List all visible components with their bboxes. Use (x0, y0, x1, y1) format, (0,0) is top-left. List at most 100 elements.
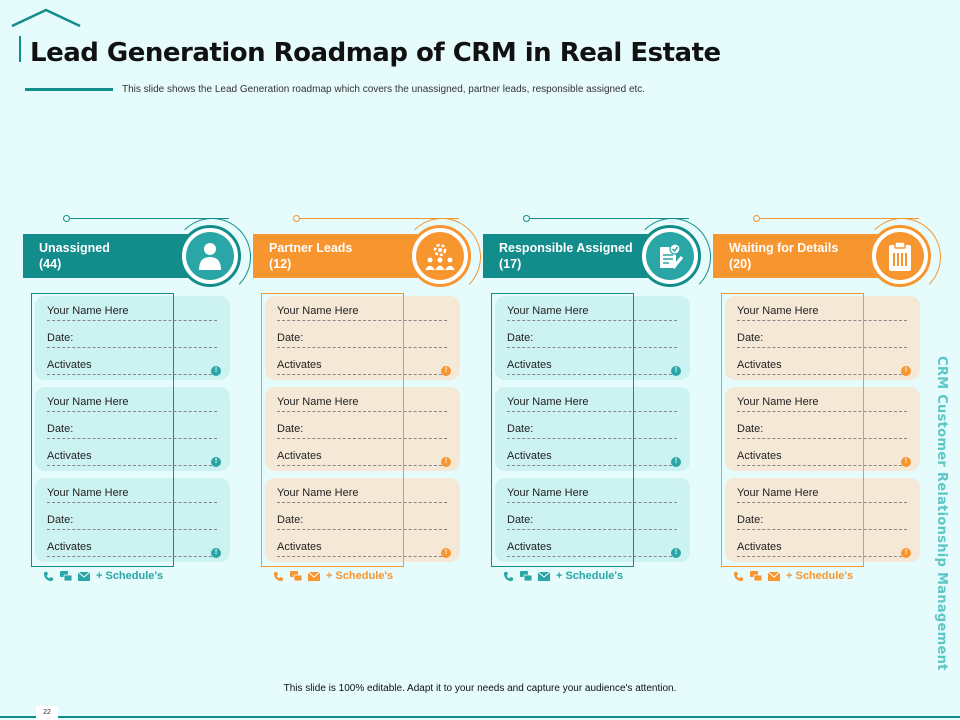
column-icon-circle (869, 225, 931, 287)
lead-date[interactable]: Date: (507, 423, 677, 439)
chat-icon[interactable] (290, 570, 302, 582)
info-badge-icon[interactable]: ! (901, 457, 911, 467)
column-title: Waiting for Details (729, 241, 839, 255)
lead-card[interactable]: Your Name Here Date: Activates ! (35, 387, 230, 471)
column-title: Partner Leads (269, 241, 353, 255)
mail-icon[interactable] (768, 571, 780, 581)
lead-date[interactable]: Date: (47, 423, 217, 439)
lead-date[interactable]: Date: (737, 514, 907, 530)
column-outline (721, 293, 864, 567)
info-badge-icon[interactable]: ! (671, 457, 681, 467)
lead-card[interactable]: Your Name Here Date: Activates ! (725, 478, 920, 562)
info-badge-icon[interactable]: ! (211, 457, 221, 467)
lead-card[interactable]: Your Name Here Date: Activates ! (265, 478, 460, 562)
schedule-row: + Schedule's (43, 570, 163, 582)
info-badge-icon[interactable]: ! (211, 366, 221, 376)
lead-name[interactable]: Your Name Here (47, 305, 217, 321)
lead-column: Unassigned (44) Your Name Here Date: Act… (23, 215, 253, 595)
mail-icon[interactable] (78, 571, 90, 581)
phone-icon[interactable] (273, 571, 284, 582)
connector-line (69, 218, 229, 219)
lead-name[interactable]: Your Name Here (507, 305, 677, 321)
column-count: (12) (269, 257, 292, 271)
info-badge-icon[interactable]: ! (441, 366, 451, 376)
page-title: Lead Generation Roadmap of CRM in Real E… (30, 38, 721, 68)
page-number: 22 (36, 706, 58, 720)
connector-arc (863, 218, 941, 296)
phone-icon[interactable] (503, 571, 514, 582)
lead-name[interactable]: Your Name Here (277, 487, 447, 503)
lead-name[interactable]: Your Name Here (507, 396, 677, 412)
info-badge-icon[interactable]: ! (211, 548, 221, 558)
lead-activates[interactable]: Activates (47, 359, 217, 375)
column-title: Responsible Assigned (499, 241, 633, 255)
lead-activates[interactable]: Activates (737, 359, 907, 375)
schedule-link[interactable]: + Schedule's (786, 570, 854, 582)
lead-activates[interactable]: Activates (277, 450, 447, 466)
info-badge-icon[interactable]: ! (671, 366, 681, 376)
lead-card[interactable]: Your Name Here Date: Activates ! (495, 387, 690, 471)
schedule-row: + Schedule's (733, 570, 853, 582)
title-underline (25, 88, 113, 91)
lead-activates[interactable]: Activates (277, 359, 447, 375)
lead-card[interactable]: Your Name Here Date: Activates ! (725, 296, 920, 380)
lead-card[interactable]: Your Name Here Date: Activates ! (495, 296, 690, 380)
column-icon-circle (179, 225, 241, 287)
chat-icon[interactable] (520, 570, 532, 582)
lead-date[interactable]: Date: (507, 514, 677, 530)
info-badge-icon[interactable]: ! (441, 457, 451, 467)
lead-activates[interactable]: Activates (277, 541, 447, 557)
lead-activates[interactable]: Activates (47, 541, 217, 557)
lead-date[interactable]: Date: (737, 423, 907, 439)
lead-activates[interactable]: Activates (737, 450, 907, 466)
column-count: (17) (499, 257, 522, 271)
info-badge-icon[interactable]: ! (901, 366, 911, 376)
mail-icon[interactable] (308, 571, 320, 581)
lead-name[interactable]: Your Name Here (277, 396, 447, 412)
footer-line (0, 716, 960, 718)
schedule-row: + Schedule's (503, 570, 623, 582)
connector-line (299, 218, 459, 219)
lead-name[interactable]: Your Name Here (277, 305, 447, 321)
lead-activates[interactable]: Activates (507, 541, 677, 557)
lead-card[interactable]: Your Name Here Date: Activates ! (265, 296, 460, 380)
lead-card[interactable]: Your Name Here Date: Activates ! (265, 387, 460, 471)
house-logo-icon (11, 8, 81, 62)
lead-name[interactable]: Your Name Here (737, 487, 907, 503)
lead-card[interactable]: Your Name Here Date: Activates ! (495, 478, 690, 562)
lead-activates[interactable]: Activates (737, 541, 907, 557)
lead-date[interactable]: Date: (277, 332, 447, 348)
chat-icon[interactable] (60, 570, 72, 582)
lead-activates[interactable]: Activates (507, 359, 677, 375)
phone-icon[interactable] (43, 571, 54, 582)
lead-date[interactable]: Date: (737, 332, 907, 348)
connector-arc (633, 218, 711, 296)
phone-icon[interactable] (733, 571, 744, 582)
lead-card[interactable]: Your Name Here Date: Activates ! (725, 387, 920, 471)
lead-date[interactable]: Date: (507, 332, 677, 348)
lead-date[interactable]: Date: (47, 514, 217, 530)
lead-name[interactable]: Your Name Here (737, 396, 907, 412)
schedule-link[interactable]: + Schedule's (96, 570, 164, 582)
info-badge-icon[interactable]: ! (901, 548, 911, 558)
lead-name[interactable]: Your Name Here (507, 487, 677, 503)
chat-icon[interactable] (750, 570, 762, 582)
lead-name[interactable]: Your Name Here (737, 305, 907, 321)
document-check-icon (646, 232, 694, 280)
schedule-link[interactable]: + Schedule's (556, 570, 624, 582)
lead-name[interactable]: Your Name Here (47, 396, 217, 412)
lead-date[interactable]: Date: (277, 423, 447, 439)
lead-activates[interactable]: Activates (47, 450, 217, 466)
lead-card[interactable]: Your Name Here Date: Activates ! (35, 296, 230, 380)
lead-card[interactable]: Your Name Here Date: Activates ! (35, 478, 230, 562)
lead-date[interactable]: Date: (277, 514, 447, 530)
lead-date[interactable]: Date: (47, 332, 217, 348)
lead-column: Partner Leads (12) Your Name Here Date: … (253, 215, 483, 595)
lead-activates[interactable]: Activates (507, 450, 677, 466)
mail-icon[interactable] (538, 571, 550, 581)
schedule-link[interactable]: + Schedule's (326, 570, 394, 582)
schedule-row: + Schedule's (273, 570, 393, 582)
lead-name[interactable]: Your Name Here (47, 487, 217, 503)
info-badge-icon[interactable]: ! (671, 548, 681, 558)
info-badge-icon[interactable]: ! (441, 548, 451, 558)
